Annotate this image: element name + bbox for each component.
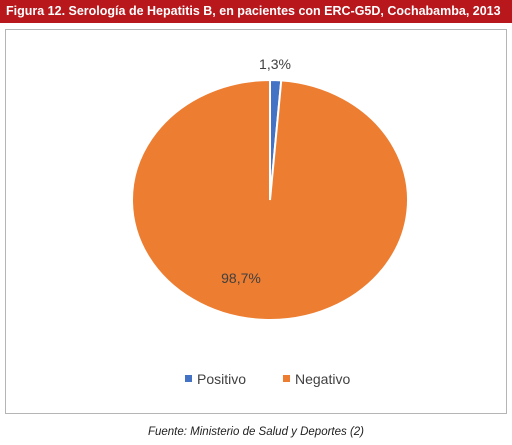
pie-slice-negativo [131, 78, 409, 321]
data-label-positivo: 1,3% [259, 56, 291, 72]
figure-title: Figura 12. Serología de Hepatitis B, en … [0, 0, 512, 23]
figure-source: Fuente: Ministerio de Salud y Deportes (… [147, 426, 365, 438]
legend: Positivo Negativo [185, 371, 350, 387]
legend-swatch-positivo [185, 375, 192, 382]
legend-label-negativo: Negativo [295, 371, 350, 387]
pie-slices [131, 78, 409, 321]
legend-label-positivo: Positivo [197, 371, 246, 387]
data-label-negativo: 98,7% [221, 270, 261, 286]
legend-swatch-negativo [283, 375, 290, 382]
